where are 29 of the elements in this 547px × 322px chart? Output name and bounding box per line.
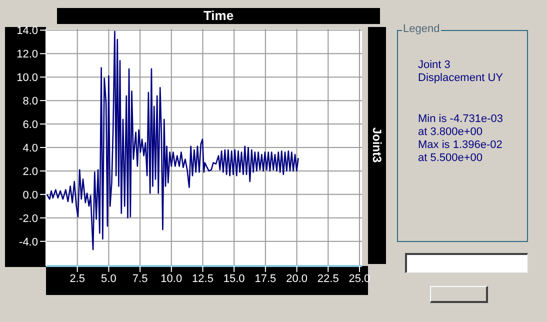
y-tick-label: -4.0 [19,236,38,248]
text: Displacement UY [418,72,503,85]
y-tick-label: 14.0 [16,25,38,38]
x-tick-label: 17.5 [254,272,276,285]
text: at 5.500e+00 [418,152,484,165]
line-series [46,30,299,250]
x-tick-label: 15.0 [223,272,245,285]
chart-title: Time [57,8,380,24]
y-tick-label: 10.0 [16,72,38,84]
x-tick-label: 5.0 [101,272,116,285]
y-tick-label: 6.0 [22,118,38,131]
y-tick-label: 2.0 [22,166,38,178]
y-axis-title: Joint3 [370,127,384,163]
text: at 3.800e+00 [418,126,484,139]
x-tick-label: 10.0 [160,272,182,285]
y-tick-label: -2.0 [19,212,38,225]
text: Min is -4.731e-03 [418,113,503,126]
text: Legend [402,23,441,35]
x-tick-label: 22.5 [317,272,339,285]
x-tick-label: 2.5 [70,272,85,285]
x-tick-label: 20.0 [286,272,308,285]
y-tick-label: 0.0 [22,189,38,202]
y-tick-label: 12.0 [16,48,38,61]
text: Joint 3 [418,59,452,72]
x-tick-label: 7.5 [132,272,148,285]
text: Max is 1.396e-02 [418,139,503,152]
x-tick-label: 12.5 [192,272,214,285]
y-tick-label: 4.0 [22,142,38,154]
y-tick-label: 8.0 [22,95,38,108]
